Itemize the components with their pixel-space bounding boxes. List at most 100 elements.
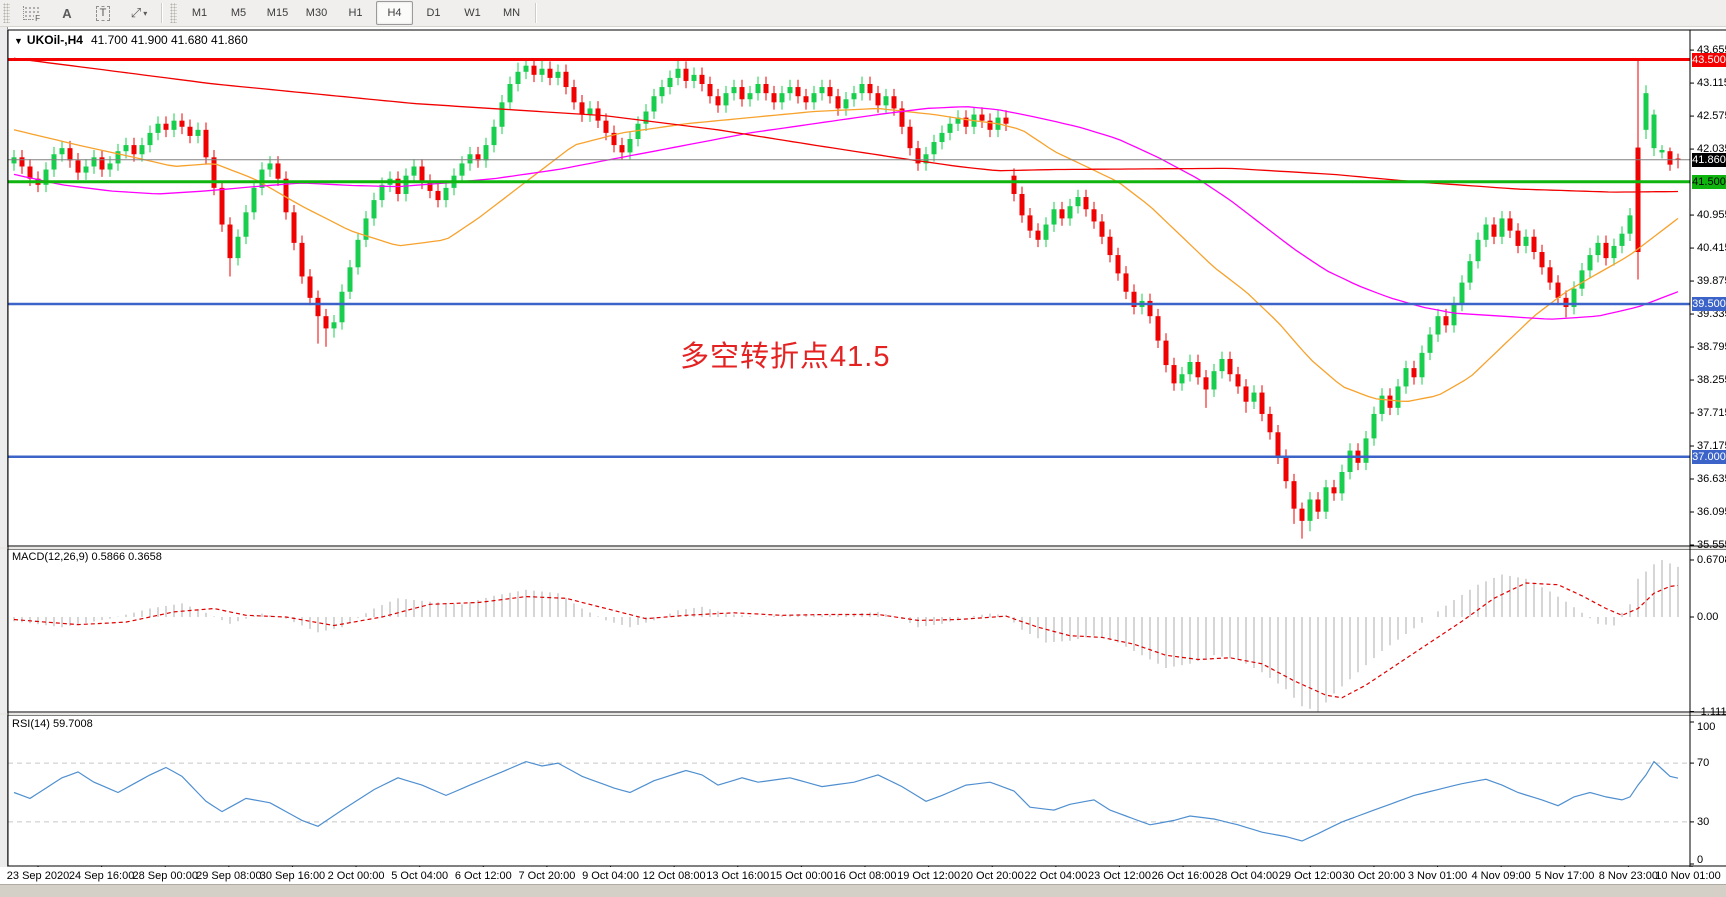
- candle-body: [1467, 261, 1473, 283]
- candle-body: [1595, 242, 1601, 256]
- candle-body: [1675, 158, 1681, 160]
- symbols-grid-icon[interactable]: F: [14, 1, 48, 25]
- timeframe-button-w1[interactable]: W1: [464, 7, 481, 19]
- candle-body: [987, 120, 993, 130]
- candle-body: [1003, 117, 1009, 124]
- date-label: 3 Nov 01:00: [1407, 870, 1468, 882]
- candle-body: [1659, 149, 1665, 153]
- chevron-down-icon[interactable]: ▼: [14, 36, 23, 46]
- timeframe-button-m5[interactable]: M5: [230, 7, 247, 19]
- candle-body: [1643, 93, 1649, 130]
- date-label: 30 Oct 20:00: [1342, 870, 1406, 882]
- candle-body: [915, 148, 921, 164]
- timeframe-button-m15[interactable]: M15: [266, 7, 289, 19]
- candle-body: [1195, 362, 1201, 378]
- candle-body: [1611, 245, 1617, 259]
- date-label: 22 Oct 04:00: [1024, 870, 1088, 882]
- candle-body: [1027, 215, 1033, 231]
- price-badge-41.860: 41.860: [1692, 152, 1726, 167]
- candle-body: [139, 145, 145, 155]
- date-label: 5 Nov 17:00: [1535, 870, 1595, 882]
- rsi-tick-label: 30: [1697, 815, 1710, 828]
- candle-body: [275, 163, 281, 179]
- candle-body: [787, 87, 793, 94]
- candle-body: [291, 212, 297, 243]
- candle-body: [1483, 224, 1489, 240]
- candle-body: [475, 154, 481, 161]
- date-label: 5 Oct 04:00: [391, 870, 449, 882]
- candle-body: [1515, 230, 1521, 246]
- candle-body: [867, 84, 873, 94]
- candle-body: [11, 157, 17, 164]
- candle-body: [1411, 368, 1417, 378]
- candle-body: [1523, 236, 1529, 246]
- panel-splitter[interactable]: [0, 713, 1726, 715]
- candle-body: [851, 93, 857, 100]
- candle-body: [1211, 371, 1217, 390]
- candle-body: [1243, 386, 1249, 402]
- text-label-icon[interactable]: A: [62, 5, 72, 21]
- candle-body: [123, 145, 129, 152]
- candle-body: [507, 84, 513, 103]
- timeframe-button-mn[interactable]: MN: [502, 7, 521, 19]
- candle-body: [523, 65, 529, 72]
- date-label: 20 Oct 20:00: [960, 870, 1024, 882]
- candle-body: [595, 108, 601, 121]
- candle-body: [739, 87, 745, 100]
- date-axis[interactable]: 23 Sep 2020 24 Sep 16:00 28 Sep 00:00 29 Se…: [0, 867, 1726, 884]
- candle-body: [171, 120, 177, 130]
- date-label: 29 Sep 08:00: [196, 870, 262, 882]
- candle-body: [379, 184, 385, 201]
- candle-body: [755, 84, 761, 94]
- timeframe-button-d1[interactable]: D1: [426, 7, 441, 19]
- candle-body: [1291, 481, 1297, 509]
- candle-body: [659, 87, 665, 97]
- timeframe-button-m30[interactable]: M30: [305, 7, 328, 19]
- candle-body: [59, 148, 65, 155]
- candle-body: [1123, 273, 1129, 292]
- candle-body: [1563, 297, 1569, 308]
- candle-body: [1147, 300, 1153, 317]
- ma-magenta-line: [13, 106, 1679, 320]
- move-objects-icon[interactable]: ⤢ ▾: [130, 5, 148, 20]
- rsi-line: [13, 760, 1679, 842]
- price-tick-label: 36.635: [1697, 473, 1726, 485]
- candle-body: [699, 74, 705, 85]
- candle-body: [899, 108, 905, 127]
- toolbar-drag-handle[interactable]: [170, 3, 177, 23]
- macd-signal-line: [13, 582, 1679, 699]
- candle-body: [1115, 255, 1121, 274]
- bottom-window-edge: [0, 884, 1726, 897]
- panel-splitter[interactable]: [0, 547, 1726, 549]
- price-badge-37.000: 37.000: [1692, 449, 1726, 464]
- candle-body: [219, 187, 225, 225]
- timeframe-button-m1[interactable]: M1: [191, 7, 208, 19]
- candle-body: [1203, 377, 1209, 390]
- candle-body: [203, 129, 209, 158]
- candle-body: [1179, 374, 1185, 384]
- toolbar-drag-handle[interactable]: [3, 3, 10, 23]
- date-label: 12 Oct 08:00: [642, 870, 706, 882]
- candle-body: [27, 166, 33, 179]
- candle-body: [563, 71, 569, 88]
- timeframe-button-h4[interactable]: H4: [376, 1, 413, 25]
- candle-body: [715, 96, 721, 106]
- date-label: 24 Sep 16:00: [68, 870, 135, 882]
- candle-body: [107, 163, 113, 170]
- candle-body: [371, 200, 377, 219]
- candle-body: [67, 148, 73, 161]
- candle-body: [1067, 206, 1073, 219]
- candle-body: [619, 145, 625, 153]
- chevron-down-icon: ▾: [143, 8, 148, 18]
- candle-body: [579, 102, 585, 115]
- text-box-icon[interactable]: T: [86, 1, 120, 25]
- timeframe-button-h1[interactable]: H1: [348, 7, 363, 19]
- candle-body: [1259, 392, 1265, 414]
- ohlc-values: 41.700 41.900 41.680 41.860: [90, 33, 248, 47]
- candle-body: [555, 71, 561, 78]
- candle-body: [51, 154, 57, 170]
- candle-body: [83, 166, 89, 173]
- candle-body: [875, 93, 881, 106]
- candle-body: [571, 87, 577, 103]
